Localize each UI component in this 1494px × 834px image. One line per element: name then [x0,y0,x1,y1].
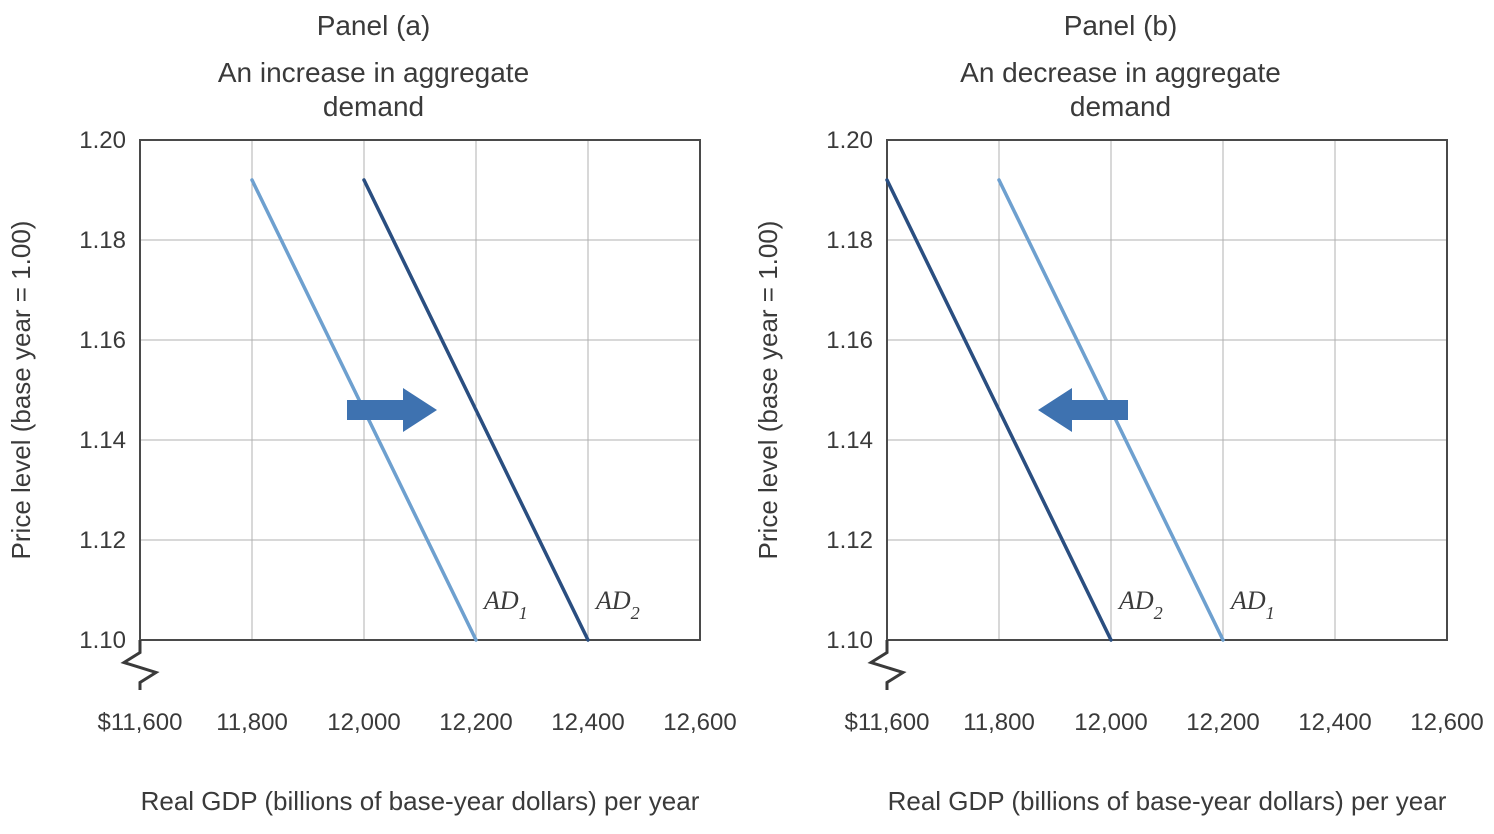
chart-b-holder: AD2AD1$11,60011,80012,00012,20012,40012,… [747,130,1494,834]
y-tick-label: 1.16 [79,327,126,354]
axis-break-icon [124,640,156,690]
x-tick-label: 12,400 [1298,709,1371,736]
axis-break-icon [871,640,903,690]
panel-a-subtitle-line2: demand [323,91,424,122]
chart-a-svg: AD1AD2$11,60011,80012,00012,20012,40012,… [0,130,747,834]
y-tick-label: 1.18 [79,227,126,254]
panel-b: Panel (b) An decrease in aggregate deman… [747,0,1494,834]
chart-b-svg: AD2AD1$11,60011,80012,00012,20012,40012,… [747,130,1494,834]
panel-a-title: Panel (a) [0,10,747,42]
x-tick-label: 12,600 [663,709,736,736]
x-tick-label: $11,600 [845,709,930,736]
y-tick-label: 1.12 [79,527,126,554]
chart-a-holder: AD1AD2$11,60011,80012,00012,20012,40012,… [0,130,747,834]
x-tick-label: 12,200 [439,709,512,736]
y-tick-label: 1.10 [826,627,873,654]
panel-a-subtitle: An increase in aggregate demand [0,56,747,123]
x-tick-label: 12,400 [551,709,624,736]
y-tick-label: 1.16 [826,327,873,354]
x-tick-label: 12,200 [1186,709,1259,736]
y-tick-label: 1.10 [79,627,126,654]
y-tick-label: 1.14 [79,427,126,454]
x-tick-label: 12,000 [327,709,400,736]
y-tick-label: 1.20 [79,130,126,154]
x-tick-label: 12,000 [1074,709,1147,736]
panel-b-title: Panel (b) [747,10,1494,42]
panel-b-subtitle: An decrease in aggregate demand [747,56,1494,123]
y-axis-label: Price level (base year = 1.00) [6,221,36,560]
panel-b-subtitle-line1: An decrease in aggregate [960,57,1281,88]
panel-a-subtitle-line1: An increase in aggregate [218,57,529,88]
x-tick-label: $11,600 [98,709,183,736]
panel-a: Panel (a) An increase in aggregate deman… [0,0,747,834]
y-tick-label: 1.18 [826,227,873,254]
y-tick-label: 1.20 [826,130,873,154]
y-axis-label: Price level (base year = 1.00) [753,221,783,560]
y-tick-label: 1.14 [826,427,873,454]
x-tick-label: 11,800 [963,709,1035,736]
y-tick-label: 1.12 [826,527,873,554]
x-tick-label: 11,800 [216,709,288,736]
x-tick-label: 12,600 [1410,709,1483,736]
panel-b-subtitle-line2: demand [1070,91,1171,122]
page-root: Panel (a) An increase in aggregate deman… [0,0,1494,834]
x-axis-label: Real GDP (billions of base-year dollars)… [888,786,1447,816]
x-axis-label: Real GDP (billions of base-year dollars)… [141,786,700,816]
